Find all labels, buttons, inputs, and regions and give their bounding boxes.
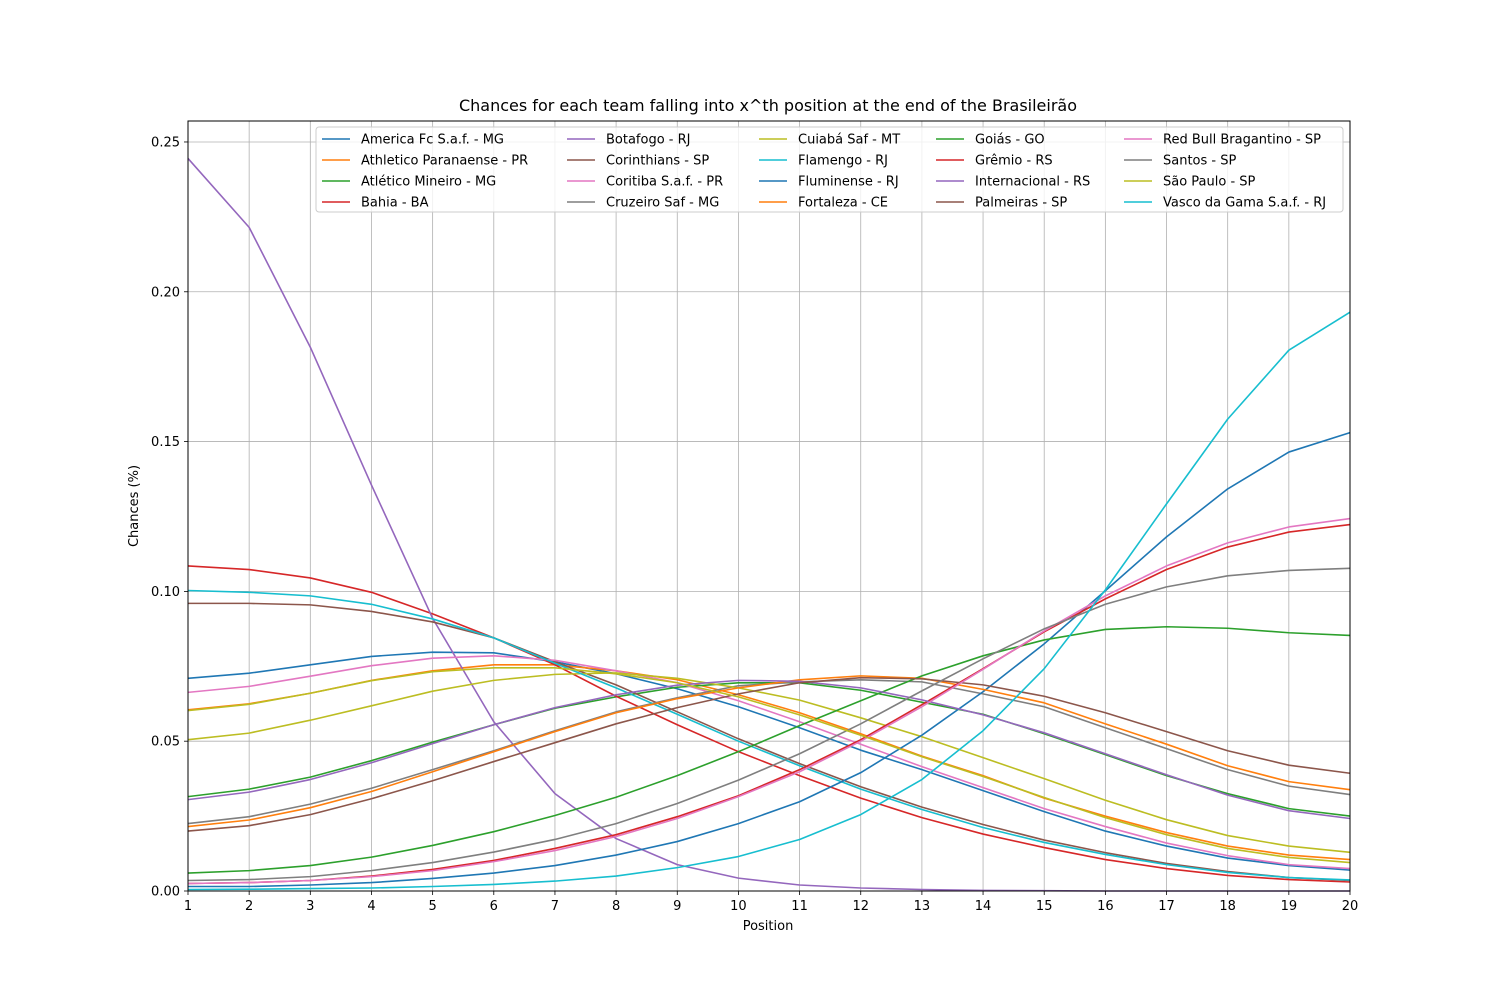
y-axis-label: Chances (%) xyxy=(127,465,142,547)
axis-ticks: 1 2 3 4 5 6 7 8 9 10 11 12 13 14 15 16 17 18 19 200.000.050… xyxy=(151,135,1358,914)
legend-label: Cuiabá Saf - MT xyxy=(798,133,900,148)
x-tick-label: 17 xyxy=(1158,899,1175,914)
series-line-cuiaba-saf-mt xyxy=(187,672,1351,854)
y-tick-label: 0.00 xyxy=(151,885,180,900)
legend-label: Vasco da Gama S.a.f. - RJ xyxy=(1163,196,1326,211)
series-line-fortaleza-ce xyxy=(187,675,1351,828)
x-axis-label: Position xyxy=(743,919,794,934)
x-tick-label: 10 xyxy=(730,899,747,914)
x-tick-label: 2 xyxy=(245,899,253,914)
y-tick-label: 0.20 xyxy=(151,285,180,300)
legend-label: Botafogo - RJ xyxy=(606,133,691,148)
series-line-fluminense-rj xyxy=(188,431,1351,888)
series-line-goias-go xyxy=(187,625,1351,874)
series-line-santos-sp xyxy=(187,567,1351,882)
series-line-sao-paulo-sp xyxy=(187,666,1351,864)
series-line-palmeiras-sp xyxy=(187,676,1351,832)
legend-label: Atlético Mineiro - MG xyxy=(361,175,496,190)
legend-label: Corinthians - SP xyxy=(606,154,709,169)
x-tick-label: 6 xyxy=(490,899,498,914)
x-tick-label: 9 xyxy=(673,899,681,914)
legend-label: São Paulo - SP xyxy=(1163,175,1256,190)
x-tick-label: 7 xyxy=(551,899,559,914)
x-tick-label: 3 xyxy=(306,899,314,914)
x-tick-label: 1 xyxy=(184,899,192,914)
y-tick-label: 0.15 xyxy=(151,435,180,450)
x-tick-label: 11 xyxy=(791,899,808,914)
chart-title: Chances for each team falling into x^th … xyxy=(459,96,1077,115)
x-tick-label: 16 xyxy=(1097,899,1114,914)
x-tick-label: 20 xyxy=(1342,899,1359,914)
legend-label: America Fc S.a.f. - MG xyxy=(361,133,504,148)
x-tick-label: 13 xyxy=(914,899,931,914)
series-line-bahia-ba xyxy=(187,565,1351,883)
series-line-red-bull-bragantino-sp xyxy=(187,517,1351,885)
series-line-corinthians-sp xyxy=(188,602,1351,882)
y-tick-label: 0.25 xyxy=(151,135,180,150)
legend-label: Goiás - GO xyxy=(975,133,1045,148)
x-tick-label: 15 xyxy=(1036,899,1053,914)
legend-label: Grêmio - RS xyxy=(975,154,1053,169)
x-tick-label: 14 xyxy=(975,899,992,914)
legend: America Fc S.a.f. - MG Athletico Paranaen… xyxy=(315,126,1344,213)
y-tick-label: 0.05 xyxy=(151,735,180,750)
legend-label: Bahia - BA xyxy=(361,196,429,211)
legend-label: Cruzeiro Saf - MG xyxy=(606,196,719,211)
series-line-vasco-da-gama-s-a-f-rj xyxy=(187,311,1351,891)
legend-label: Palmeiras - SP xyxy=(975,196,1067,211)
plot-frame xyxy=(187,120,1351,892)
legend-label: Fortaleza - CE xyxy=(798,196,888,211)
legend-label: Flamengo - RJ xyxy=(798,154,888,169)
series-line-america-fc-s-a-f-mg xyxy=(187,651,1351,871)
series-line-coritiba-s-a-f-pr xyxy=(187,655,1351,870)
x-tick-label: 5 xyxy=(428,899,436,914)
x-tick-label: 4 xyxy=(367,899,375,914)
legend-label: Athletico Paranaense - PR xyxy=(361,154,528,169)
series-line-flamengo-rj xyxy=(187,589,1351,881)
series-lines xyxy=(187,157,1351,892)
x-tick-label: 18 xyxy=(1219,899,1236,914)
legend-label: Red Bull Bragantino - SP xyxy=(1163,133,1321,148)
legend-box xyxy=(315,126,1344,213)
x-tick-label: 19 xyxy=(1281,899,1298,914)
legend-label: Coritiba S.a.f. - PR xyxy=(606,175,723,190)
legend-label: Fluminense - RJ xyxy=(798,175,899,190)
legend-label: Internacional - RS xyxy=(975,175,1090,190)
x-tick-label: 12 xyxy=(852,899,869,914)
x-tick-label: 8 xyxy=(612,899,620,914)
series-line-atletico-mineiro-mg xyxy=(187,681,1351,817)
y-tick-label: 0.10 xyxy=(151,585,180,600)
series-line-internacional-rs xyxy=(187,679,1351,820)
legend-label: Santos - SP xyxy=(1163,154,1236,169)
